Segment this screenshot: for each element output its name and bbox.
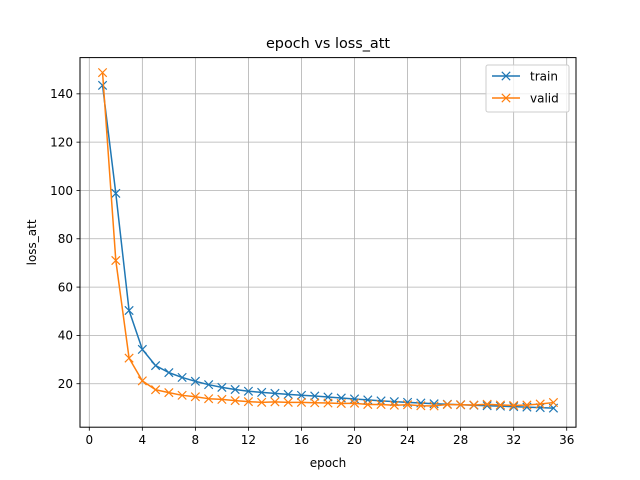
data-point-valid <box>469 400 479 410</box>
data-point-train <box>97 80 108 91</box>
x-axis-label: epoch <box>310 456 347 470</box>
data-point-valid <box>402 400 413 410</box>
x-axis-ticks: 0 4 8 12 16 20 24 28 32 36 <box>85 427 574 447</box>
plot-frame <box>79 57 577 428</box>
data-point-valid <box>336 398 346 409</box>
data-point-valid <box>310 398 320 408</box>
legend-marker-valid <box>501 93 511 103</box>
data-point-train <box>230 384 240 395</box>
y-axis-ticks: 20 40 60 80 100 120 140 <box>50 87 80 391</box>
data-point-valid <box>230 396 240 406</box>
data-point-train <box>296 390 307 400</box>
y-tick-label: 140 <box>50 87 73 101</box>
data-point-train <box>204 380 214 390</box>
data-point-valid <box>416 401 426 411</box>
y-tick-label: 60 <box>58 280 73 294</box>
data-point-valid <box>150 385 161 395</box>
data-point-train <box>111 188 121 198</box>
data-point-valid <box>204 394 214 404</box>
data-point-valid <box>97 67 108 78</box>
data-point-train <box>349 394 360 404</box>
x-tick-label: 36 <box>559 433 574 447</box>
legend-label-valid: valid <box>530 91 559 105</box>
x-tick-label: 28 <box>453 433 468 447</box>
data-point-valid <box>296 397 307 407</box>
data-point-valid <box>522 400 532 410</box>
data-point-train <box>376 396 386 406</box>
data-point-valid <box>164 388 174 398</box>
data-point-valid <box>548 397 559 408</box>
x-tick-label: 32 <box>506 433 521 447</box>
data-point-train <box>270 388 280 399</box>
data-point-train <box>150 360 161 371</box>
data-point-valid <box>190 392 201 402</box>
y-tick-label: 40 <box>58 329 73 343</box>
data-point-valid <box>177 390 187 400</box>
x-tick-label: 8 <box>192 433 200 447</box>
data-point-valid <box>137 376 147 386</box>
data-point-train <box>177 372 187 383</box>
y-tick-label: 120 <box>50 135 73 149</box>
data-point-valid <box>217 394 227 405</box>
data-point-train <box>363 395 373 405</box>
data-point-train <box>124 305 134 316</box>
data-point-train <box>190 376 201 386</box>
data-point-valid <box>442 399 452 410</box>
data-point-valid <box>455 400 466 410</box>
series-lines <box>97 67 559 413</box>
data-point-train <box>257 387 267 398</box>
data-point-valid <box>323 398 333 408</box>
data-point-train <box>509 402 519 412</box>
data-point-valid <box>482 399 492 409</box>
x-tick-label: 16 <box>294 433 309 447</box>
y-tick-label: 20 <box>58 377 73 391</box>
legend-marker-train <box>501 71 511 81</box>
data-point-valid <box>111 255 121 266</box>
data-point-valid <box>389 400 399 410</box>
grid-lines <box>80 57 576 428</box>
x-tick-label: 24 <box>400 433 415 447</box>
x-tick-label: 12 <box>241 433 256 447</box>
data-point-train <box>137 344 147 355</box>
data-point-train <box>495 401 506 411</box>
data-point-valid <box>535 399 545 409</box>
data-point-train <box>283 389 293 399</box>
legend-entries: train valid <box>492 69 559 105</box>
data-point-train <box>482 401 492 411</box>
data-point-train <box>310 391 320 401</box>
data-point-valid <box>509 400 519 411</box>
data-point-valid <box>270 397 280 407</box>
y-tick-label: 80 <box>58 232 73 246</box>
data-point-valid <box>376 399 386 410</box>
series-valid <box>97 67 559 411</box>
x-tick-label: 4 <box>139 433 147 447</box>
data-point-train <box>243 386 254 396</box>
data-point-valid <box>257 397 267 407</box>
data-point-valid <box>363 399 373 410</box>
data-point-valid <box>283 397 293 407</box>
legend-label-train: train <box>530 69 558 83</box>
y-axis-label: loss_att <box>25 219 39 265</box>
legend: train valid <box>485 64 570 113</box>
data-point-valid <box>495 400 506 410</box>
data-point-valid <box>124 353 134 363</box>
y-tick-label: 100 <box>50 184 73 198</box>
data-point-train <box>217 382 227 392</box>
data-point-train <box>164 367 174 378</box>
data-point-valid <box>243 396 254 407</box>
x-tick-label: 0 <box>85 433 93 447</box>
chart-title: epoch vs loss_att <box>266 36 390 52</box>
data-point-valid <box>429 401 439 411</box>
x-tick-label: 20 <box>347 433 362 447</box>
data-point-valid <box>349 398 360 408</box>
